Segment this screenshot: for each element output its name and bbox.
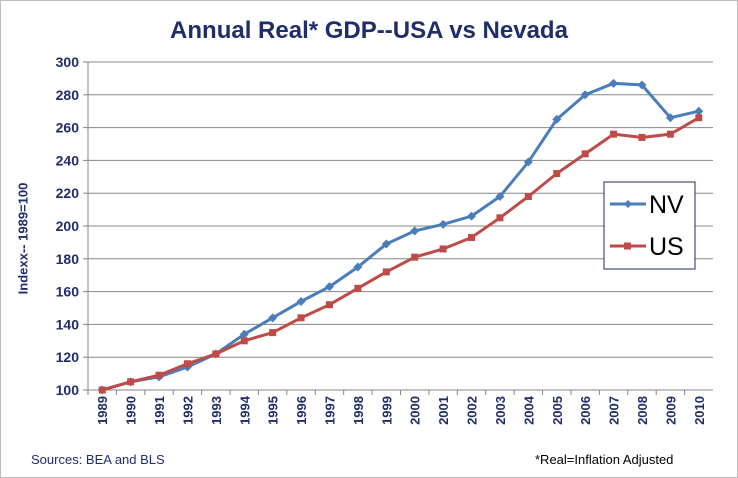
data-point-US <box>638 133 646 141</box>
data-point-US <box>496 214 504 222</box>
data-point-NV <box>580 90 590 100</box>
x-tick-label: 1996 <box>294 396 309 425</box>
series-line-NV <box>101 81 700 392</box>
data-point-US <box>325 301 333 309</box>
y-tick-label: 120 <box>56 349 80 365</box>
x-tick-label: 2007 <box>607 396 622 425</box>
data-point-NV <box>381 239 391 249</box>
data-point-NV <box>552 114 562 124</box>
data-point-NV <box>495 191 505 201</box>
footnote: *Real=Inflation Adjusted <box>535 452 674 467</box>
y-tick-label: 100 <box>56 382 80 398</box>
data-point-US <box>297 314 305 322</box>
data-point-NV <box>353 262 363 272</box>
x-tick-label: 1998 <box>351 396 366 425</box>
y-tick-label: 300 <box>56 54 80 70</box>
data-point-US <box>212 350 220 358</box>
y-tick-label: 180 <box>56 251 80 267</box>
sources-note: Sources: BEA and BLS <box>31 452 165 467</box>
x-tick-label: 1995 <box>266 396 281 425</box>
data-point-NV <box>637 80 647 90</box>
x-tick-label: 2003 <box>493 396 508 425</box>
data-point-NV <box>467 211 477 221</box>
y-tick-label: 280 <box>56 87 80 103</box>
x-tick-label: 2000 <box>408 396 423 425</box>
legend-marker-US <box>624 242 631 250</box>
data-point-US <box>411 253 419 261</box>
data-point-US <box>269 329 277 337</box>
x-tick-label: 2005 <box>550 396 565 425</box>
data-point-US <box>382 268 390 276</box>
legend-label-NV: NV <box>649 191 684 219</box>
data-point-US <box>553 170 561 178</box>
data-point-NV <box>694 106 704 116</box>
data-point-US <box>183 360 191 368</box>
data-point-NV <box>523 157 533 167</box>
data-point-NV <box>609 78 619 88</box>
x-tick-label: 1993 <box>209 396 224 425</box>
x-tick-label: 2008 <box>635 396 650 425</box>
data-point-NV <box>239 329 249 339</box>
x-tick-label: 2001 <box>436 396 451 425</box>
x-tick-label: 2009 <box>663 396 678 425</box>
data-point-US <box>240 337 248 345</box>
y-tick-label: 200 <box>56 218 80 234</box>
y-tick-label: 260 <box>56 120 80 136</box>
y-tick-label: 220 <box>56 185 80 201</box>
x-tick-label: 2010 <box>692 396 707 425</box>
data-point-US <box>439 245 447 253</box>
legend-label-US: US <box>649 233 684 261</box>
chart-title: Annual Real* GDP--USA vs Nevada <box>170 17 568 44</box>
data-point-US <box>524 192 532 200</box>
data-point-NV <box>438 219 448 229</box>
data-point-US <box>127 378 135 386</box>
data-point-US <box>666 130 674 138</box>
x-tick-label: 1992 <box>180 396 195 425</box>
series-line-US <box>101 116 700 392</box>
x-tick-label: 1999 <box>379 396 394 425</box>
x-tick-label: 2002 <box>465 396 480 425</box>
legend <box>603 181 696 270</box>
data-point-NV <box>296 296 306 306</box>
x-tick-label: 2006 <box>578 396 593 425</box>
data-point-US <box>354 284 362 292</box>
data-point-US <box>610 130 618 138</box>
y-tick-label: 240 <box>56 152 80 168</box>
x-tick-label: 1991 <box>152 396 167 425</box>
x-tick-label: 2004 <box>521 395 536 425</box>
x-tick-label: 1989 <box>95 396 110 425</box>
data-point-NV <box>268 313 278 323</box>
data-point-US <box>468 233 476 241</box>
y-tick-label: 160 <box>56 284 80 300</box>
x-tick-label: 1990 <box>124 396 139 425</box>
data-point-NV <box>665 113 675 123</box>
data-point-US <box>695 114 703 122</box>
x-tick-label: 1994 <box>237 395 252 425</box>
x-tick-label: 1997 <box>322 396 337 425</box>
y-tick-label: 140 <box>56 316 80 332</box>
data-point-US <box>581 150 589 158</box>
data-point-NV <box>410 226 420 236</box>
data-point-US <box>155 371 163 379</box>
data-point-US <box>98 386 106 394</box>
legend-marker-NV <box>624 200 632 208</box>
data-point-NV <box>324 282 334 292</box>
